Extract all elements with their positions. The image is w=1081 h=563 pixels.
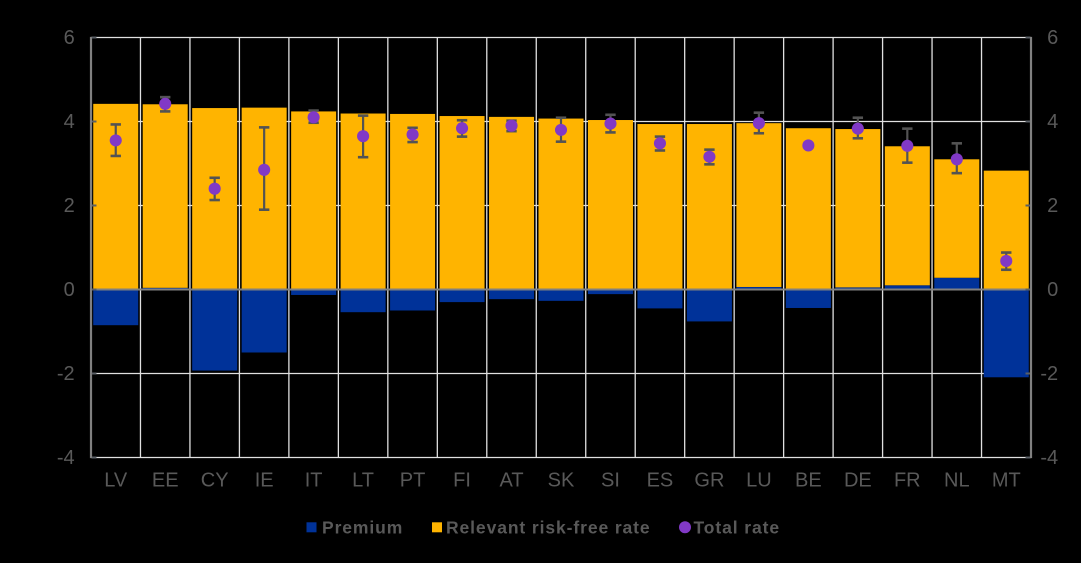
svg-text:2: 2 — [64, 195, 75, 217]
svg-text:FI: FI — [453, 470, 471, 492]
svg-text:PT: PT — [400, 470, 426, 492]
svg-text:CY: CY — [201, 470, 229, 492]
svg-text:6: 6 — [1047, 27, 1058, 49]
svg-text:2: 2 — [1047, 195, 1058, 217]
svg-text:-2: -2 — [1040, 363, 1058, 385]
svg-text:Total rate: Total rate — [694, 517, 780, 537]
svg-text:0: 0 — [64, 279, 75, 301]
svg-text:SI: SI — [601, 470, 620, 492]
svg-text:4: 4 — [64, 111, 75, 133]
svg-text:EE: EE — [152, 470, 179, 492]
svg-text:6: 6 — [64, 27, 75, 49]
svg-text:LU: LU — [746, 470, 772, 492]
svg-text:DE: DE — [844, 470, 872, 492]
svg-text:IT: IT — [305, 470, 323, 492]
svg-text:Premium: Premium — [322, 517, 403, 537]
svg-text:Relevant risk-free rate: Relevant risk-free rate — [446, 517, 651, 537]
svg-text:-4: -4 — [57, 447, 75, 469]
svg-text:LT: LT — [352, 470, 374, 492]
svg-text:0: 0 — [1047, 279, 1058, 301]
svg-text:SK: SK — [548, 470, 575, 492]
svg-text:GR: GR — [694, 470, 724, 492]
svg-text:NL: NL — [944, 470, 970, 492]
svg-text:-2: -2 — [57, 363, 75, 385]
svg-text:-4: -4 — [1040, 447, 1058, 469]
svg-text:LV: LV — [104, 470, 128, 492]
svg-text:IE: IE — [255, 470, 274, 492]
svg-text:MT: MT — [992, 470, 1021, 492]
svg-text:AT: AT — [499, 470, 523, 492]
svg-text:FR: FR — [894, 470, 921, 492]
svg-text:4: 4 — [1047, 111, 1058, 133]
svg-text:BE: BE — [795, 470, 822, 492]
svg-text:ES: ES — [647, 470, 674, 492]
